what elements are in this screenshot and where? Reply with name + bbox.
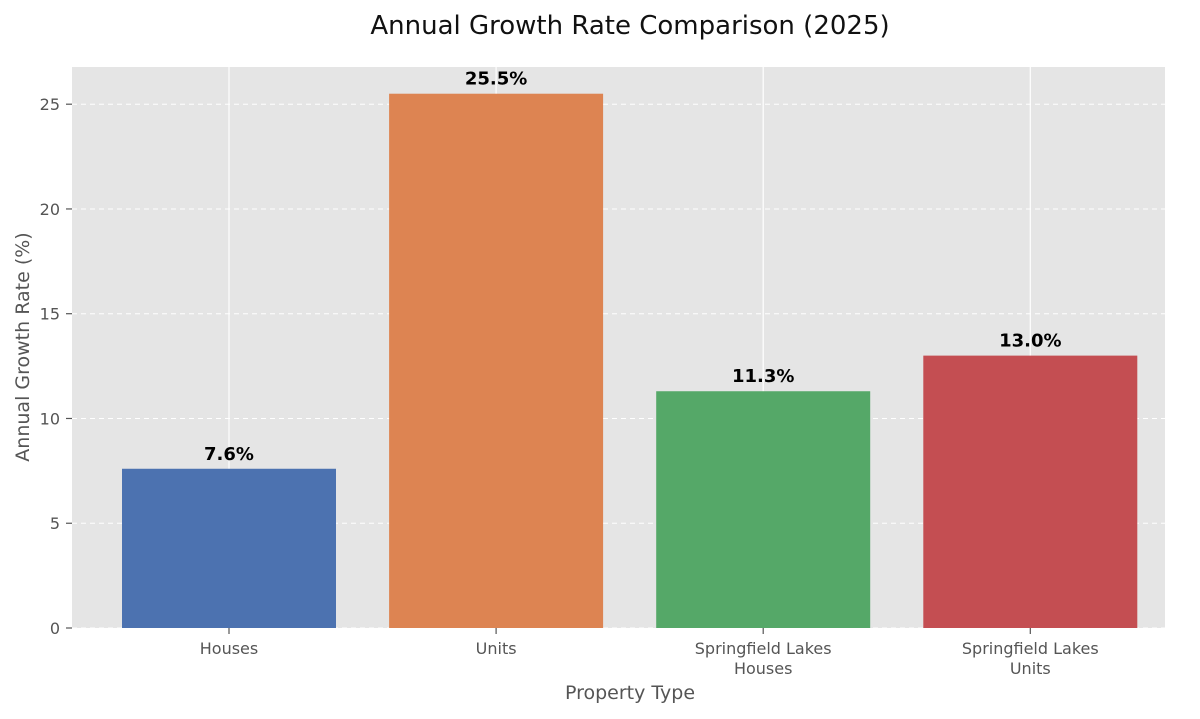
bar (389, 93, 604, 628)
data-label: 11.3% (732, 366, 794, 387)
data-label: 7.6% (204, 444, 254, 465)
y-axis-label: Annual Growth Rate (%) (12, 232, 34, 461)
y-tick-label: 10 (40, 409, 60, 428)
x-tick-label: Units (476, 639, 517, 658)
y-tick-label: 25 (40, 95, 60, 114)
y-tick-label: 20 (40, 200, 60, 219)
data-label: 13.0% (999, 331, 1061, 352)
bar (923, 355, 1138, 628)
plot-area: 7.6% 25.5% 11.3% 13.0% 0 5 10 15 20 25 Houses Units… (40, 67, 1165, 678)
x-axis-label: Property Type (565, 682, 695, 704)
y-tick-label: 15 (40, 305, 60, 324)
bar (122, 468, 336, 628)
x-tick-label: Springfield Lakes Units (962, 639, 1099, 678)
y-tick-label: 0 (50, 619, 60, 638)
bar (656, 391, 871, 628)
x-tick-label: Houses (200, 639, 258, 658)
x-tick-label: Springfield Lakes Houses (695, 639, 832, 678)
y-tick-label: 5 (50, 514, 60, 533)
data-label: 25.5% (465, 69, 527, 90)
chart-title: Annual Growth Rate Comparison (2025) (370, 11, 889, 41)
